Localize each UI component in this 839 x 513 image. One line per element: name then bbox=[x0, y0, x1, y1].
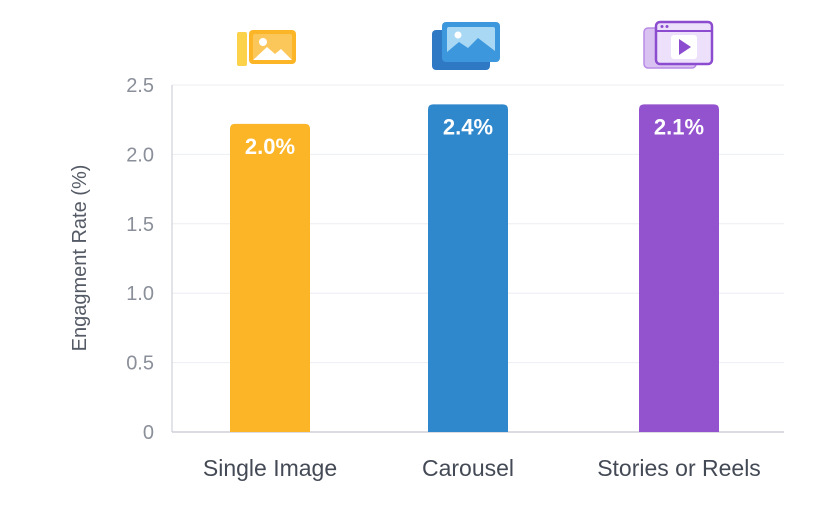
y-tick-label: 2.5 bbox=[126, 75, 154, 97]
bars: 2.0% Single Image 2.4% Carousel 2.1% Stories … bbox=[203, 104, 761, 481]
x-category-label: Stories or Reels bbox=[597, 455, 761, 481]
y-tick-label: 1.0 bbox=[126, 283, 154, 305]
x-category-label: Single Image bbox=[203, 455, 337, 481]
bar-value-label: 2.0% bbox=[245, 134, 295, 159]
bar-value-label: 2.4% bbox=[443, 114, 493, 139]
single-image-icon bbox=[237, 30, 296, 66]
bar bbox=[428, 104, 508, 432]
y-tick-label: 1.5 bbox=[126, 214, 154, 236]
y-tick-label: 0.5 bbox=[126, 353, 154, 375]
carousel-icon bbox=[432, 22, 500, 70]
stories-reels-icon bbox=[643, 20, 714, 69]
y-tick-label: 2.0 bbox=[126, 144, 154, 166]
y-axis-title: Engagment Rate (%) bbox=[69, 165, 91, 352]
y-tick-labels: 0 0.5 1.0 1.5 2.0 2.5 bbox=[126, 75, 154, 444]
bar bbox=[230, 123, 310, 432]
category-icons bbox=[237, 20, 714, 70]
y-tick-label: 0 bbox=[143, 422, 154, 444]
bar-value-label: 2.1% bbox=[654, 114, 704, 139]
x-category-label: Carousel bbox=[422, 455, 514, 481]
bar bbox=[639, 104, 719, 432]
